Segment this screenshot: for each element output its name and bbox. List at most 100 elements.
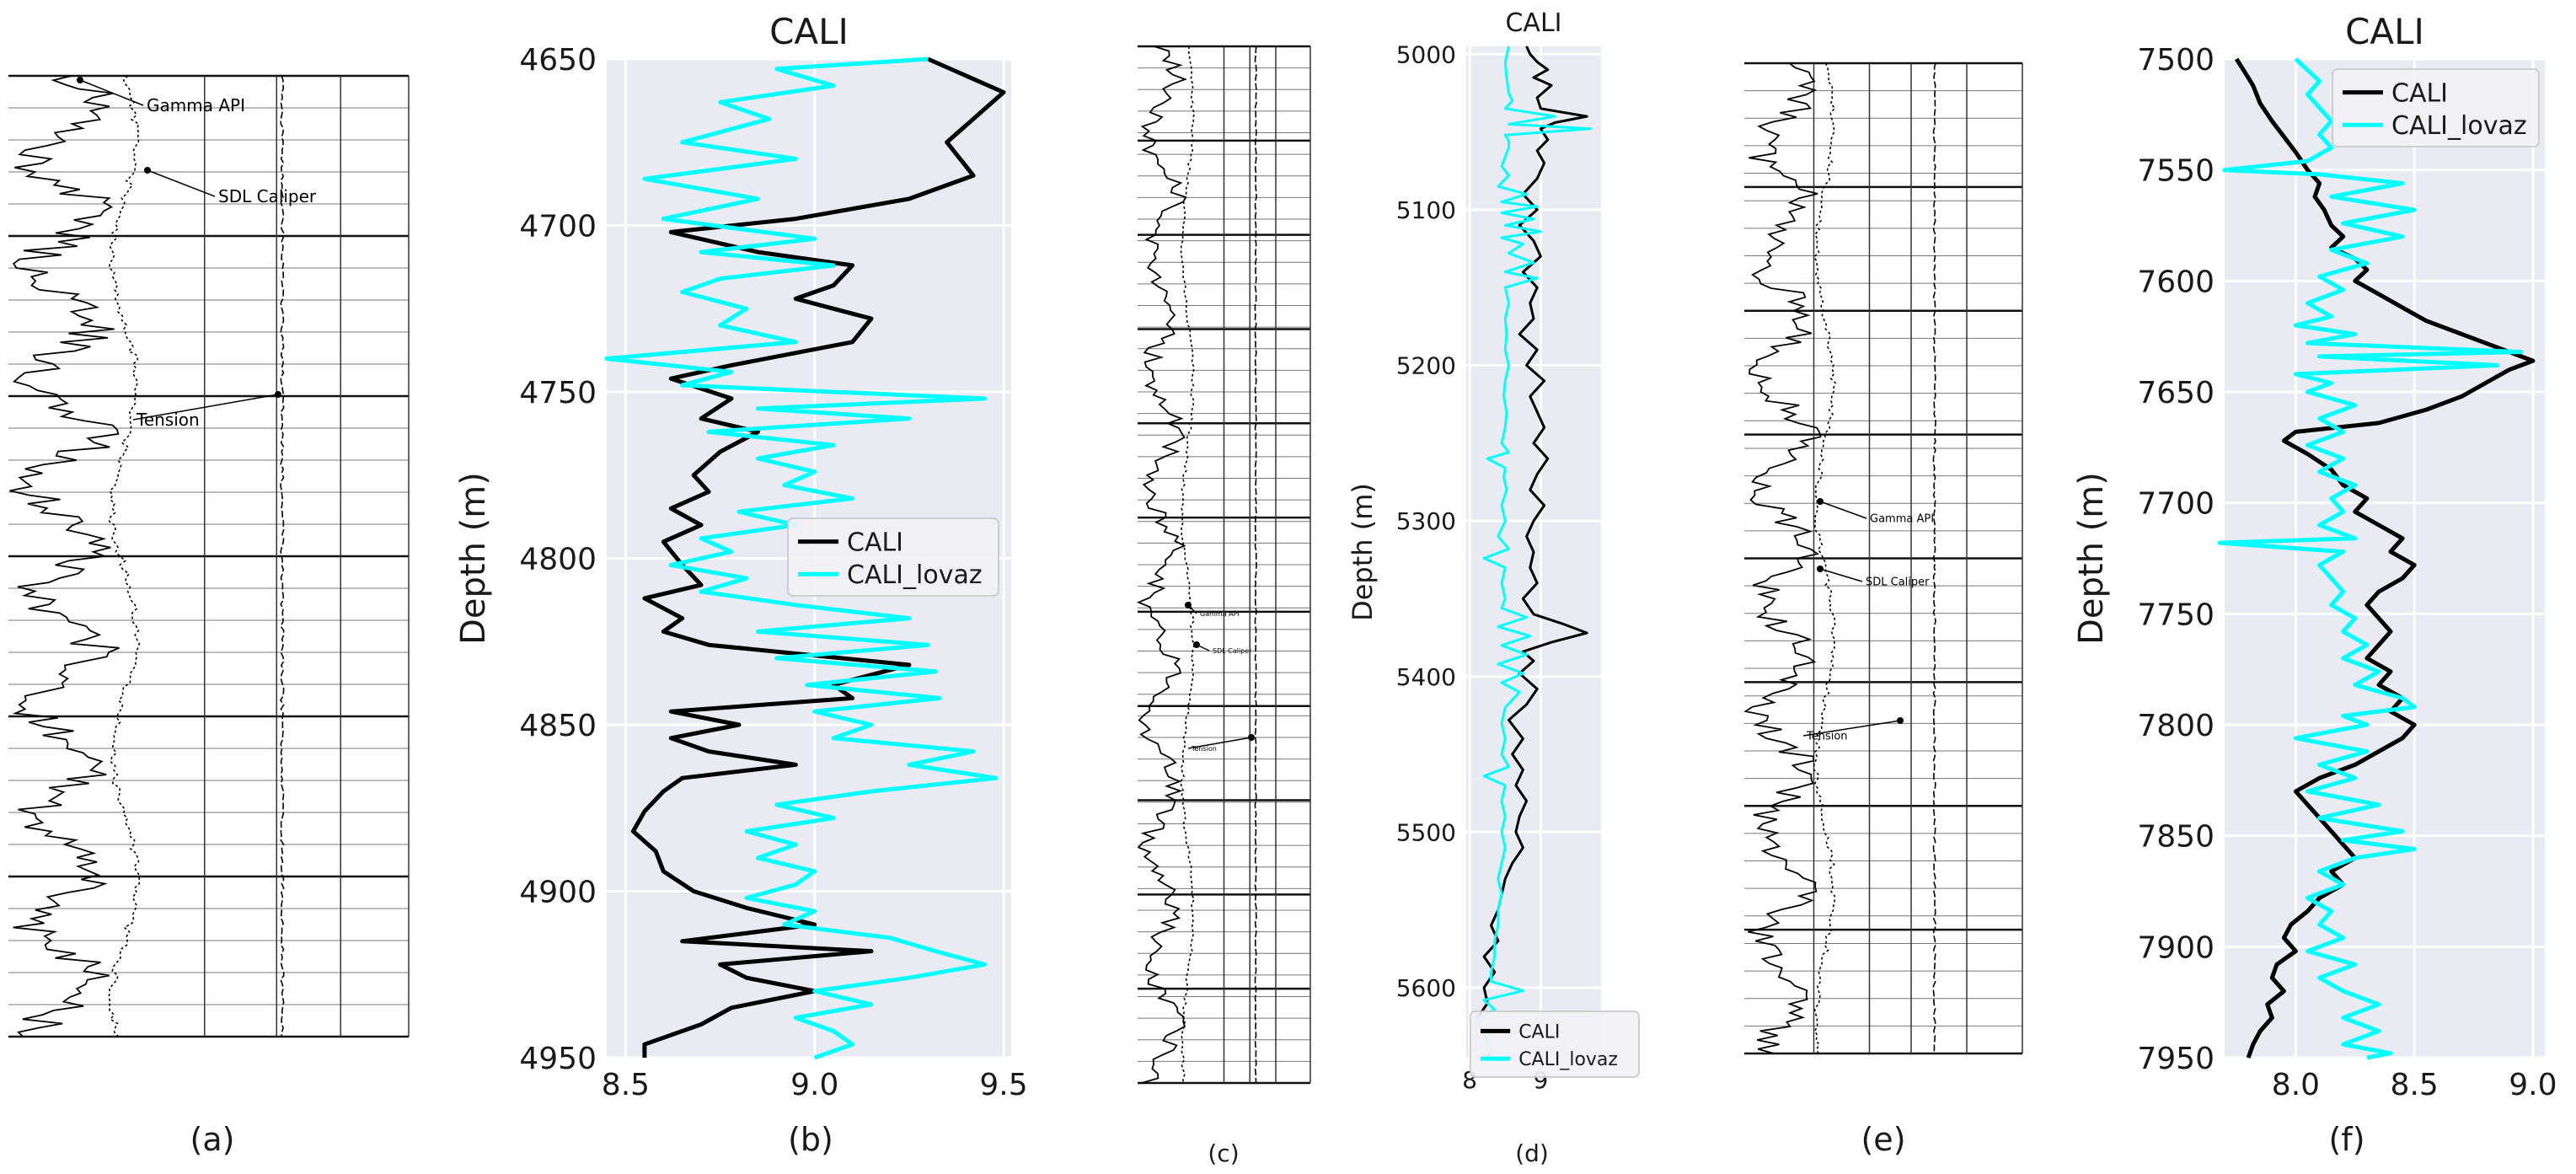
gamma-api-trace <box>1743 62 1822 1054</box>
annotation-leader <box>1819 568 1863 582</box>
legend-label: CALI <box>2391 78 2448 108</box>
annotation-label: Tension <box>1806 731 1848 743</box>
y-tick-label: 4850 <box>519 709 597 743</box>
y-tick-label: 7850 <box>2137 820 2215 855</box>
annotation-leader <box>1187 737 1252 749</box>
chart-title: CALI <box>2345 11 2424 52</box>
y-tick-label: 7750 <box>2137 598 2215 632</box>
legend-label: CALI_lovaz <box>1518 1049 1618 1070</box>
y-tick-label: 5100 <box>1396 196 1456 224</box>
y-tick-label: 7550 <box>2137 154 2215 189</box>
panel-label-c: (c) <box>1208 1139 1239 1167</box>
annotation-leader <box>1802 720 1901 737</box>
y-tick-label: 7600 <box>2137 265 2215 299</box>
chart-d: 8 95000510052005300540055005600CALIDepth … <box>1347 8 1640 1094</box>
annotation-label: SDL Caliper <box>1866 576 1930 589</box>
y-tick-label: 7900 <box>2137 930 2215 965</box>
legend-label: CALI_lovaz <box>847 560 983 590</box>
x-tick-label: 9.5 <box>979 1068 1027 1102</box>
scanned-log-e: Gamma API SDL Caliper Tension <box>1743 62 2023 1055</box>
annotation-label: Tension <box>1191 745 1217 753</box>
chart-title: CALI <box>769 11 849 52</box>
x-tick-label: 9.0 <box>2509 1068 2557 1102</box>
plot-area <box>2225 59 2545 1058</box>
y-tick-label: 5500 <box>1396 818 1456 846</box>
panel-label-f: (f) <box>2328 1121 2364 1158</box>
annotation-arrowhead <box>1193 641 1200 648</box>
x-tick-label: 8.5 <box>602 1068 650 1102</box>
panel-label-b: (b) <box>788 1121 833 1158</box>
legend-label: CALI <box>847 528 903 557</box>
chart-title: CALI <box>1505 8 1561 38</box>
annotation-label: Gamma API <box>147 95 245 115</box>
x-tick-label: 8.5 <box>2391 1068 2439 1102</box>
scanned-log-a: Gamma API SDL Caliper Tension <box>8 74 410 1038</box>
legend: CALI CALI_lovaz <box>1470 1010 1640 1078</box>
annotation-arrowhead <box>1897 717 1904 724</box>
panel-label-d: (d) <box>1515 1139 1549 1167</box>
cali-lovaz-series-line <box>1475 46 1592 1059</box>
legend-box <box>787 517 999 597</box>
tension-trace <box>1932 62 1936 1054</box>
y-tick-label: 4900 <box>519 875 597 909</box>
y-tick-label: 4950 <box>519 1042 597 1076</box>
chart-b: 8.5 9.0 9.5 4650 4700 4750 4800 4850 4900 4950 CAL… <box>454 11 1028 1102</box>
tension-trace <box>280 75 285 1037</box>
y-axis-label: Depth (m) <box>2072 472 2111 645</box>
scanned-log-c: Gamma API SDL Caliper Tension <box>1136 45 1311 1085</box>
y-tick-label: 5000 <box>1396 40 1456 68</box>
annotation-arrowhead <box>77 77 83 83</box>
annotation-arrowhead <box>275 391 281 398</box>
y-tick-label: 4650 <box>519 43 597 78</box>
annotation-arrowhead <box>1248 734 1255 741</box>
y-tick-label: 4750 <box>519 376 597 410</box>
panel-label-e: (e) <box>1861 1121 1905 1158</box>
gamma-api-trace <box>1136 46 1187 1084</box>
cali-lovaz-series-line <box>2217 57 2524 1060</box>
y-axis-label: Depth (m) <box>454 472 493 645</box>
sdl-caliper-trace <box>1180 46 1196 1084</box>
tension-trace <box>1254 46 1257 1084</box>
y-tick-label: 5600 <box>1396 974 1456 1002</box>
annotation-arrowhead <box>1817 498 1824 505</box>
y-axis-label: Depth (m) <box>1347 483 1379 621</box>
annotation-leader <box>147 169 216 197</box>
annotation-label: SDL Caliper <box>1213 647 1252 655</box>
x-tick-label: 8.0 <box>2272 1068 2320 1102</box>
y-tick-label: 7650 <box>2137 376 2215 410</box>
legend: CALI CALI_lovaz <box>787 517 999 597</box>
annotation-arrowhead <box>1185 602 1192 608</box>
y-tick-label: 7950 <box>2137 1042 2215 1076</box>
y-tick-label: 4700 <box>519 209 597 244</box>
chart-f: 8.0 8.5 9.0 7500 7550 7600 7650 7700 7750 7800 785… <box>2072 11 2557 1102</box>
y-tick-label: 5400 <box>1396 663 1456 691</box>
y-tick-label: 5200 <box>1396 352 1456 380</box>
x-tick-label: 9.0 <box>790 1068 838 1102</box>
y-tick-label: 7800 <box>2137 709 2215 743</box>
annotation-label: Gamma API <box>1200 610 1240 618</box>
sdl-caliper-trace <box>1813 62 1836 1054</box>
cali-series-line <box>1475 46 1588 1059</box>
panel-label-a: (a) <box>190 1121 235 1158</box>
y-tick-label: 7500 <box>2137 43 2215 78</box>
annotation-label: Gamma API <box>1870 513 1934 526</box>
legend-label: CALI_lovaz <box>2391 111 2527 141</box>
legend-box <box>1470 1010 1640 1078</box>
annotation-label: Tension <box>136 410 200 430</box>
annotation-arrowhead <box>1817 566 1824 572</box>
y-tick-label: 4800 <box>519 542 597 576</box>
y-tick-label: 7700 <box>2137 487 2215 522</box>
sdl-caliper-trace <box>108 75 141 1037</box>
annotation-leader <box>1819 501 1867 519</box>
y-tick-label: 5300 <box>1396 507 1456 535</box>
legend-label: CALI <box>1518 1021 1560 1043</box>
cali-lovaz-series-line <box>604 56 999 1060</box>
legend-box <box>2332 68 2540 147</box>
gamma-api-trace <box>9 75 120 1037</box>
annotation-label: SDL Caliper <box>218 186 317 206</box>
annotation-leader <box>132 394 279 421</box>
annotation-leader <box>79 79 144 106</box>
annotation-arrowhead <box>144 167 151 174</box>
